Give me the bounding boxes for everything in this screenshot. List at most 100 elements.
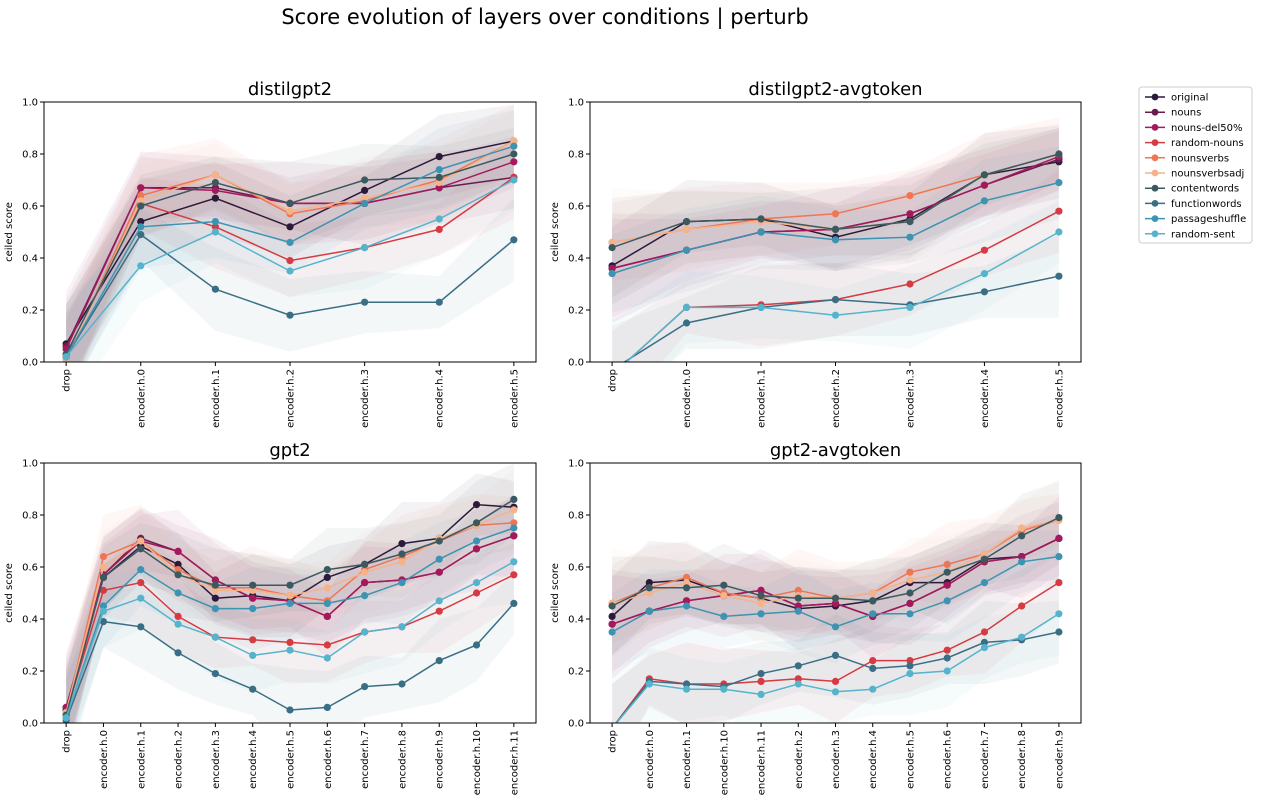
data-point bbox=[361, 683, 369, 691]
data-point bbox=[435, 215, 443, 223]
data-point bbox=[249, 651, 257, 660]
confidence-band bbox=[66, 520, 514, 723]
x-tick-label: encoder.h.9 bbox=[1054, 730, 1065, 789]
data-point bbox=[906, 210, 914, 218]
data-point bbox=[211, 576, 219, 584]
legend-marker bbox=[1151, 230, 1159, 238]
data-point bbox=[174, 589, 182, 597]
data-point bbox=[211, 228, 219, 236]
x-tick-label: encoder.h.2 bbox=[831, 369, 842, 428]
data-point bbox=[757, 670, 765, 678]
y-axis-label: ceiled score bbox=[4, 563, 15, 623]
data-point bbox=[757, 610, 765, 618]
data-point bbox=[757, 592, 765, 600]
x-tick-label: drop bbox=[608, 730, 619, 753]
data-point bbox=[943, 597, 951, 605]
data-point bbox=[1055, 514, 1063, 522]
data-point bbox=[472, 501, 481, 509]
legend-item: original bbox=[1145, 93, 1208, 104]
y-tick-label: 0.4 bbox=[568, 615, 584, 626]
data-point bbox=[286, 638, 294, 647]
legend-marker bbox=[1151, 139, 1159, 147]
data-point bbox=[980, 246, 989, 254]
panel-2: distilgpt2-avgtoken ceiled score 0.0 0.2 0.4… bbox=[550, 79, 1082, 428]
data-point bbox=[682, 246, 691, 254]
data-point bbox=[757, 215, 765, 223]
data-point bbox=[361, 560, 369, 569]
plot-area bbox=[62, 104, 518, 362]
x-tick-label: encoder.h.3 bbox=[360, 369, 371, 428]
data-point bbox=[608, 264, 616, 272]
data-point bbox=[980, 628, 989, 636]
plot-frame bbox=[43, 101, 537, 363]
data-point bbox=[137, 202, 145, 210]
x-tick-label: encoder.h.1 bbox=[136, 730, 147, 789]
data-point bbox=[757, 599, 765, 608]
data-point bbox=[99, 553, 108, 561]
y-tick-label: 1.0 bbox=[568, 459, 584, 470]
data-point bbox=[906, 233, 914, 241]
data-point bbox=[510, 236, 518, 244]
data-point bbox=[1055, 150, 1063, 158]
y-tick-label: 0.8 bbox=[568, 150, 584, 161]
data-point bbox=[906, 303, 914, 311]
data-point bbox=[831, 210, 840, 218]
series-random-sent bbox=[625, 228, 1063, 362]
data-point bbox=[1018, 532, 1026, 540]
data-point bbox=[174, 566, 182, 574]
data-point bbox=[99, 586, 108, 595]
data-point bbox=[906, 657, 914, 665]
data-point bbox=[831, 599, 840, 608]
data-point bbox=[682, 218, 691, 226]
x-tick-label: encoder.h.7 bbox=[980, 730, 991, 789]
data-point bbox=[398, 550, 406, 558]
legend-frame bbox=[1138, 86, 1253, 244]
series-passageshuffle bbox=[608, 553, 1063, 636]
data-point bbox=[608, 602, 616, 610]
data-point bbox=[1018, 633, 1026, 641]
data-point bbox=[645, 680, 653, 688]
data-point bbox=[510, 558, 518, 566]
data-point bbox=[906, 589, 914, 597]
data-point bbox=[472, 519, 481, 527]
data-point bbox=[137, 545, 145, 553]
panels: distilgpt2 ceiled score 0.0 0.2 0.4 0.6 0.8 1.0… bbox=[4, 79, 1082, 795]
data-point bbox=[398, 579, 406, 587]
data-point bbox=[906, 568, 914, 576]
legend-marker bbox=[1151, 215, 1159, 223]
data-point bbox=[249, 636, 257, 644]
data-point bbox=[99, 573, 108, 582]
data-point bbox=[794, 607, 802, 615]
data-point bbox=[980, 550, 989, 558]
data-point bbox=[943, 646, 951, 654]
confidence-band bbox=[612, 502, 1059, 674]
data-point bbox=[980, 181, 989, 189]
data-point bbox=[831, 311, 840, 319]
x-tick-label: encoder.h.2 bbox=[286, 369, 297, 428]
legend-label: nouns bbox=[1171, 108, 1201, 119]
data-point bbox=[1055, 272, 1063, 280]
data-point bbox=[174, 547, 182, 556]
data-point bbox=[398, 540, 406, 548]
data-point bbox=[757, 228, 765, 236]
data-point bbox=[323, 641, 331, 649]
data-point bbox=[1055, 579, 1063, 587]
x-tick-label: encoder.h.4 bbox=[435, 369, 446, 428]
data-point bbox=[361, 568, 369, 576]
data-point bbox=[794, 602, 802, 610]
data-point bbox=[435, 225, 443, 233]
x-tick-label: encoder.h.10 bbox=[719, 730, 730, 795]
y-tick-label: 0.2 bbox=[568, 667, 584, 678]
data-point bbox=[1018, 602, 1026, 610]
data-point bbox=[361, 199, 369, 207]
data-point bbox=[831, 594, 840, 602]
data-point bbox=[361, 628, 369, 636]
data-point bbox=[794, 586, 802, 595]
y-tick-label: 0.0 bbox=[22, 719, 38, 730]
x-tick-label: encoder.h.8 bbox=[397, 730, 408, 789]
x-tick-label: encoder.h.4 bbox=[980, 369, 991, 428]
data-point bbox=[869, 657, 877, 665]
confidence-band bbox=[612, 130, 1059, 318]
x-tick-label: encoder.h.9 bbox=[435, 730, 446, 789]
data-point bbox=[510, 519, 518, 527]
